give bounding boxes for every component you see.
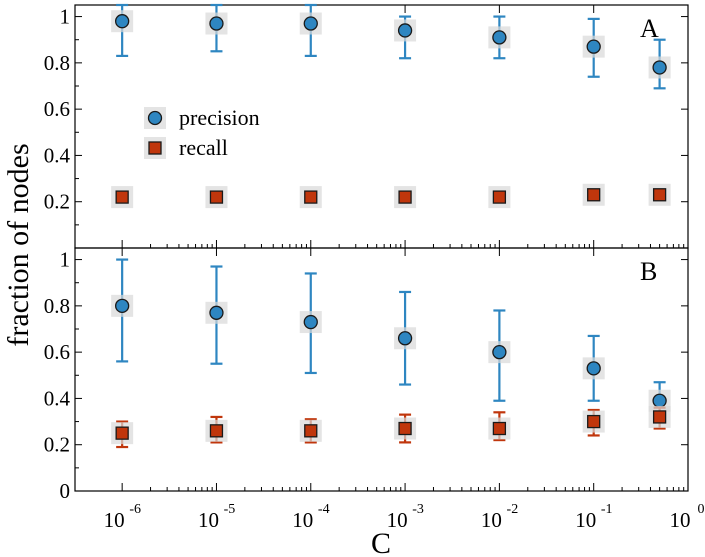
- y-tick-label: 0.4: [44, 386, 71, 410]
- y-tick-label: 0: [60, 479, 71, 503]
- x-tick-label: 10: [575, 508, 596, 532]
- panel-letter: B: [640, 257, 657, 286]
- x-tick-exponent: -1: [601, 502, 613, 517]
- y-tick-label: 0.8: [44, 51, 70, 75]
- legend-label-recall: recall: [179, 135, 228, 160]
- x-tick-label: 10: [198, 508, 219, 532]
- panels-layer: 0.20.40.60.81 A00.20.40.60.81 B10 -6 10 -5 10-…: [44, 3, 705, 532]
- axis-labels-layer: fraction of nodes C: [2, 143, 391, 557]
- y-tick-label: 0.8: [44, 294, 70, 318]
- legend-marker-recall: [148, 141, 162, 155]
- series-recall-b: [111, 405, 671, 449]
- data-point-precision: [492, 30, 507, 45]
- x-tick-label: 10: [481, 508, 502, 532]
- y-tick-label: 0.2: [44, 433, 70, 457]
- data-point-precision: [303, 16, 318, 31]
- x-tick-labels: 10 -6 10 -5 10 -4 10 -3 10 -2 10 -1 10 0: [104, 502, 705, 532]
- series-precision-a: [111, 3, 671, 90]
- panel-frame: [74, 247, 689, 492]
- y-axis-label: fraction of nodes: [2, 143, 35, 346]
- data-point-recall: [587, 414, 601, 429]
- x-tick-label: 10: [387, 508, 408, 532]
- legend: precision recall: [144, 105, 260, 160]
- data-point-precision: [586, 361, 601, 376]
- y-tick-label: 0.2: [44, 190, 70, 214]
- data-point-recall: [398, 421, 412, 436]
- data-point-recall: [652, 410, 667, 424]
- data-point-recall: [492, 421, 507, 436]
- panel-b: 0 0.2 0.4 0.6 0.8 1 B: [44, 247, 689, 503]
- panel-a: 0.2 0.4 0.6 0.8 1 A: [44, 3, 689, 249]
- series-precision-b: [111, 258, 671, 421]
- x-tick-exponent: -2: [507, 502, 519, 517]
- legend-label-precision: precision: [179, 105, 260, 130]
- data-point-recall: [652, 188, 667, 202]
- data-point-recall: [209, 190, 224, 204]
- data-point-precision: [303, 314, 318, 330]
- x-tick-exponent: 0: [698, 502, 705, 517]
- x-tick-exponent: -5: [224, 502, 236, 517]
- series-recall-a: [111, 183, 671, 209]
- y-tick-label: 1: [60, 248, 71, 272]
- x-tick-exponent: -4: [318, 502, 330, 517]
- y-tick-label: 1: [60, 5, 71, 29]
- data-point-recall: [304, 190, 318, 204]
- data-point-precision: [115, 14, 130, 29]
- panel-letter: A: [640, 14, 659, 43]
- y-tick-label: 0.6: [44, 97, 70, 121]
- data-point-recall: [304, 424, 318, 438]
- x-tick-label: 10: [292, 508, 313, 532]
- data-point-precision: [652, 60, 667, 75]
- x-tick-exponent: -3: [412, 502, 424, 517]
- data-point-precision: [115, 298, 130, 314]
- data-point-recall: [492, 190, 507, 204]
- data-point-precision: [209, 305, 224, 320]
- x-axis-label: C: [371, 527, 391, 557]
- data-point-precision: [586, 39, 601, 54]
- data-point-recall: [398, 190, 412, 204]
- legend-marker-precision: [147, 110, 163, 126]
- x-tick-label: 10: [670, 508, 691, 532]
- data-point-precision: [652, 393, 667, 408]
- data-point-recall: [115, 190, 129, 204]
- data-point-recall: [209, 424, 224, 438]
- data-point-precision: [209, 16, 224, 31]
- data-point-precision: [397, 331, 413, 346]
- data-point-recall: [115, 426, 129, 440]
- y-tick-label: 0.6: [44, 340, 70, 364]
- data-point-precision: [397, 23, 413, 38]
- y-tick-label: 0.4: [44, 143, 71, 167]
- x-tick-exponent: -6: [129, 502, 141, 517]
- data-point-recall: [587, 188, 601, 202]
- x-tick-label: 10: [104, 508, 125, 532]
- data-point-precision: [492, 344, 507, 360]
